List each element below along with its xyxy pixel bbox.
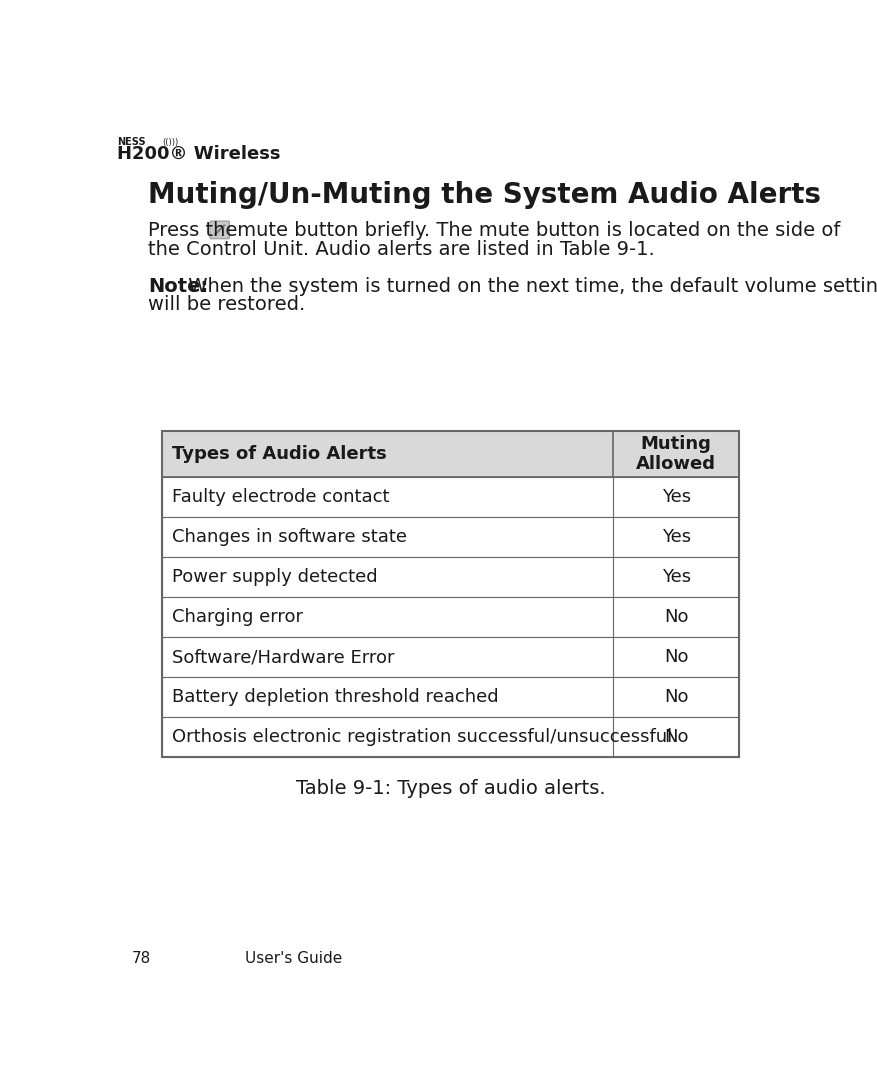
Text: Types of Audio Alerts: Types of Audio Alerts — [172, 445, 387, 463]
Bar — [162, 431, 739, 477]
Bar — [162, 431, 739, 757]
Text: Changes in software state: Changes in software state — [172, 528, 407, 546]
Bar — [162, 517, 739, 557]
Text: No: No — [664, 728, 688, 746]
Text: 78: 78 — [132, 951, 151, 966]
Text: Table 9-1: Types of audio alerts.: Table 9-1: Types of audio alerts. — [296, 779, 605, 798]
Text: Yes: Yes — [661, 489, 691, 506]
Text: Yes: Yes — [661, 528, 691, 546]
Bar — [162, 717, 739, 757]
Text: Press the: Press the — [148, 222, 250, 240]
Text: NESS: NESS — [118, 137, 146, 147]
Text: Muting
Allowed: Muting Allowed — [636, 434, 717, 473]
Text: Charging error: Charging error — [172, 608, 303, 627]
Text: H200® Wireless: H200® Wireless — [118, 145, 281, 162]
Text: (())): (())) — [162, 138, 179, 147]
Text: Muting/Un-Muting the System Audio Alerts: Muting/Un-Muting the System Audio Alerts — [148, 181, 822, 209]
Text: Power supply detected: Power supply detected — [172, 568, 377, 586]
FancyBboxPatch shape — [210, 221, 230, 238]
Text: No: No — [664, 648, 688, 666]
Text: mute button briefly. The mute button is located on the side of: mute button briefly. The mute button is … — [232, 222, 841, 240]
Text: No: No — [664, 608, 688, 627]
Text: User's Guide: User's Guide — [246, 951, 343, 966]
Text: Software/Hardware Error: Software/Hardware Error — [172, 648, 394, 666]
Text: Faulty electrode contact: Faulty electrode contact — [172, 489, 389, 506]
Bar — [162, 477, 739, 517]
Text: No: No — [664, 689, 688, 706]
Text: will be restored.: will be restored. — [148, 295, 305, 314]
Bar — [162, 597, 739, 638]
Text: Battery depletion threshold reached: Battery depletion threshold reached — [172, 689, 498, 706]
Text: Orthosis electronic registration successful/unsuccessful: Orthosis electronic registration success… — [172, 728, 672, 746]
Text: the Control Unit. Audio alerts are listed in Table 9-1.: the Control Unit. Audio alerts are liste… — [148, 239, 655, 259]
Bar — [162, 557, 739, 597]
Bar — [162, 677, 739, 717]
Bar — [162, 638, 739, 677]
Text: Note:: Note: — [148, 276, 209, 296]
Text: Yes: Yes — [661, 568, 691, 586]
Text: When the system is turned on the next time, the default volume setting: When the system is turned on the next ti… — [182, 276, 877, 296]
